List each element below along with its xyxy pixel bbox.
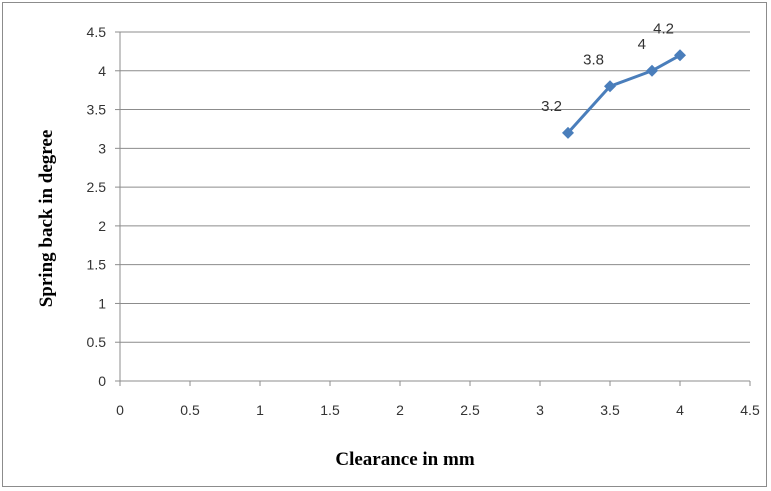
- data-point-0-0: [562, 126, 574, 139]
- x-tick-label-5: 2.5: [460, 402, 480, 418]
- x-tick-label-1: 0.5: [180, 402, 200, 418]
- data-point-0-3: [674, 49, 686, 62]
- data-label-0-0: 3.2: [541, 98, 562, 115]
- y-tick-label-0: 0: [98, 373, 106, 389]
- x-tick-label-2: 1: [256, 402, 264, 418]
- x-tick-label-9: 4.5: [740, 402, 760, 418]
- data-label-0-2: 4: [638, 36, 646, 53]
- data-label-0-1: 3.8: [583, 51, 604, 68]
- x-tick-label-0: 0: [116, 402, 124, 418]
- tick-labels: 0 0.5 1 1.5 2 2.5 3 3.5 4 4.5 0 0.5 1 1.5 2 2.5 3 3.5 4 4.5: [87, 24, 760, 418]
- data-point-0-2: [646, 64, 658, 77]
- series: [562, 49, 686, 139]
- data-point-0-1: [604, 80, 616, 93]
- y-tick-label-4: 2: [98, 218, 106, 234]
- y-tick-label-6: 3: [98, 140, 106, 156]
- series-line-0: [566, 53, 681, 134]
- data-labels: 3.2 3.8 4 4.2: [541, 20, 674, 115]
- y-tick-label-9: 4.5: [87, 24, 107, 40]
- y-tick-label-5: 2.5: [87, 179, 107, 195]
- y-tick-label-8: 4: [98, 63, 106, 79]
- x-tick-label-6: 3: [536, 402, 544, 418]
- y-tick-label-1: 0.5: [87, 334, 107, 350]
- axes: [115, 31, 751, 386]
- y-tick-label-3: 1.5: [87, 257, 107, 273]
- x-tick-label-3: 1.5: [320, 402, 340, 418]
- x-tick-label-4: 2: [396, 402, 404, 418]
- x-axis-title: Clearance in mm: [335, 449, 474, 470]
- x-tick-label-8: 4: [676, 402, 684, 418]
- y-tick-label-2: 1: [98, 295, 106, 311]
- data-label-0-3: 4.2: [653, 20, 674, 37]
- y-tick-label-7: 3.5: [87, 102, 107, 118]
- grid-lines: [120, 31, 750, 343]
- x-tick-label-7: 3.5: [600, 402, 620, 418]
- y-axis-title: Spring back in degree: [36, 130, 57, 308]
